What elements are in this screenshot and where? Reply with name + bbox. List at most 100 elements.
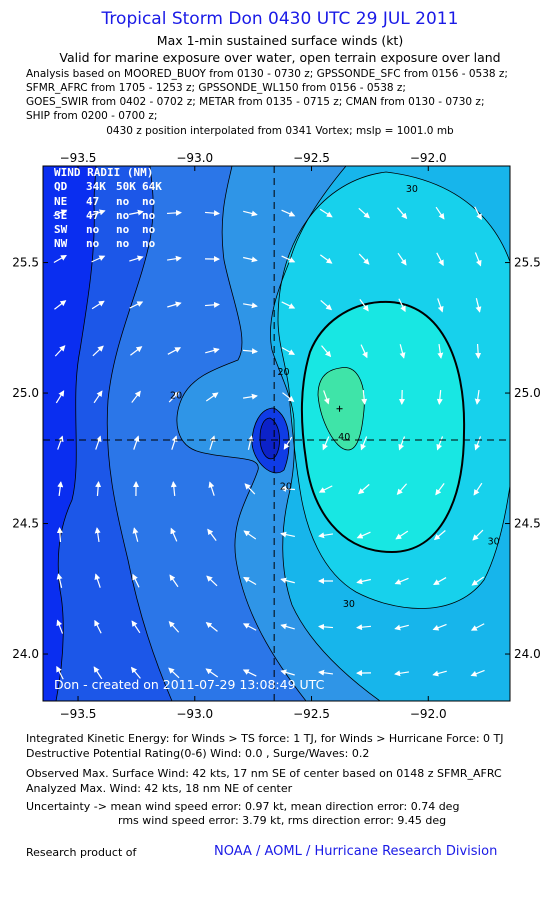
wind-vector: [433, 577, 447, 585]
wind-vector: [357, 483, 370, 495]
wind-vector: [56, 619, 64, 634]
x-tick-label: −92.0: [410, 151, 447, 165]
analysis-line: Analysis based on MOORED_BUOY from 0130 …: [26, 68, 508, 80]
wind-vector: [91, 255, 106, 263]
wind-vector: [394, 577, 409, 585]
wind-vector: [204, 301, 220, 308]
wind-vector: [91, 300, 105, 310]
wind-vector: [132, 527, 139, 542]
research-label: Research product of: [26, 846, 137, 859]
wind-vector: [92, 345, 104, 357]
wind-vector: [432, 623, 447, 631]
wind-vector: [208, 481, 215, 496]
wind-radii-cell: no: [142, 195, 156, 208]
analyzed-max-wind: Analyzed Max. Wind: 42 kts, 18 nm NE of …: [26, 782, 293, 795]
wind-vector: [131, 390, 141, 403]
wind-radii-cell: no: [142, 209, 156, 222]
credit-label: Don - created on 2011-07-29 13:08:49 UTC: [54, 677, 325, 692]
wind-vector: [358, 207, 370, 219]
wind-vector: [398, 298, 406, 313]
wind-vector: [167, 347, 182, 355]
y-tick-label: 24.0: [12, 647, 39, 661]
wind-vector: [470, 669, 485, 677]
wind-vector: [281, 209, 296, 217]
y-tick-label: 25.0: [514, 386, 541, 400]
wind-vector: [280, 669, 295, 676]
wind-vector: [280, 485, 296, 492]
wind-vector: [94, 527, 101, 543]
wind-vector: [242, 623, 257, 631]
wind-vector: [171, 435, 178, 450]
wind-radii-cell: NE: [54, 195, 67, 208]
y-tick-label: 25.0: [12, 386, 39, 400]
y-tick-label: 24.5: [12, 517, 39, 531]
x-tick-label: −92.5: [293, 707, 330, 721]
wind-vector: [474, 436, 482, 451]
wind-vector: [396, 483, 408, 496]
wind-vector: [166, 209, 182, 216]
wind-vector: [55, 390, 65, 404]
wind-radii-cell: no: [116, 223, 130, 236]
contour-label-layer: 30 20 20 20 40 30 30: [170, 184, 500, 610]
wind-vector: [56, 665, 64, 680]
wind-vector: [397, 252, 407, 266]
wind-vector: [129, 209, 144, 216]
wind-radii-header: 50K: [116, 180, 136, 193]
wind-vector: [131, 620, 141, 634]
contour-line-34kt: [300, 300, 466, 554]
wind-vector: [280, 531, 295, 538]
contour-line: [176, 166, 307, 701]
wind-vector: [209, 435, 216, 450]
wind-vector: [318, 623, 334, 630]
wind-vector: [57, 435, 64, 450]
wind-vector: [168, 621, 180, 633]
wind-vector: [168, 391, 180, 403]
wind-vector: [129, 301, 144, 309]
wind-vector: [396, 207, 408, 220]
x-tick-label: −92.5: [293, 151, 330, 165]
wind-radii-cell: no: [142, 223, 156, 236]
wind-vector: [170, 481, 177, 497]
wind-vector: [129, 255, 144, 262]
position-note: 0430 z position interpolated from 0341 V…: [106, 125, 454, 137]
contour-label: 30: [488, 536, 500, 547]
wind-vector: [474, 389, 481, 405]
wind-vector: [206, 575, 218, 587]
wind-vector: [242, 669, 257, 677]
wind-vector: [93, 666, 103, 680]
wind-vector: [169, 574, 179, 588]
noaa-aoml-link[interactable]: NOAA / AOML / Hurricane Research Divisio…: [214, 844, 498, 859]
wind-vector: [247, 435, 254, 450]
plot-frame: [42, 165, 511, 702]
contour-line: [251, 407, 290, 474]
wind-radii-header: QD: [54, 180, 68, 193]
wind-radii-cell: no: [86, 237, 100, 250]
wind-vector: [94, 619, 102, 634]
wind-radii-cell: SE: [54, 209, 67, 222]
x-tick-label: −93.5: [60, 707, 97, 721]
wind-vector: [243, 256, 258, 263]
wind-vector: [435, 206, 445, 220]
page-title: Tropical Storm Don 0430 UTC 29 JUL 2011: [101, 9, 459, 29]
wind-vector: [281, 301, 296, 309]
max-wind-marker: [336, 405, 343, 412]
wind-vector: [281, 347, 296, 355]
wind-vector: [130, 666, 141, 679]
wind-vector: [168, 667, 180, 679]
wind-radii-header: 64K: [142, 180, 162, 193]
analysis-sources: Analysis based on MOORED_BUOY from 0130 …: [26, 67, 508, 123]
wind-vector: [321, 345, 332, 358]
wind-vector: [436, 389, 443, 405]
analysis-line: GOES_SWIR from 0402 - 0702 z; METAR from…: [26, 96, 485, 108]
y-tick-label: 25.5: [12, 256, 39, 270]
wind-vector: [167, 301, 182, 308]
contour-label: 20: [277, 367, 289, 378]
wind-radii-cell: NW: [54, 237, 68, 250]
wind-vector: [207, 528, 217, 541]
wind-vector: [166, 255, 182, 262]
wind-vector: [358, 253, 370, 265]
contour-line: [259, 417, 280, 460]
contour-lines: [55, 166, 510, 701]
wind-vector: [243, 530, 257, 540]
dpr-line: Destructive Potential Rating(0-6) Wind: …: [26, 747, 370, 760]
